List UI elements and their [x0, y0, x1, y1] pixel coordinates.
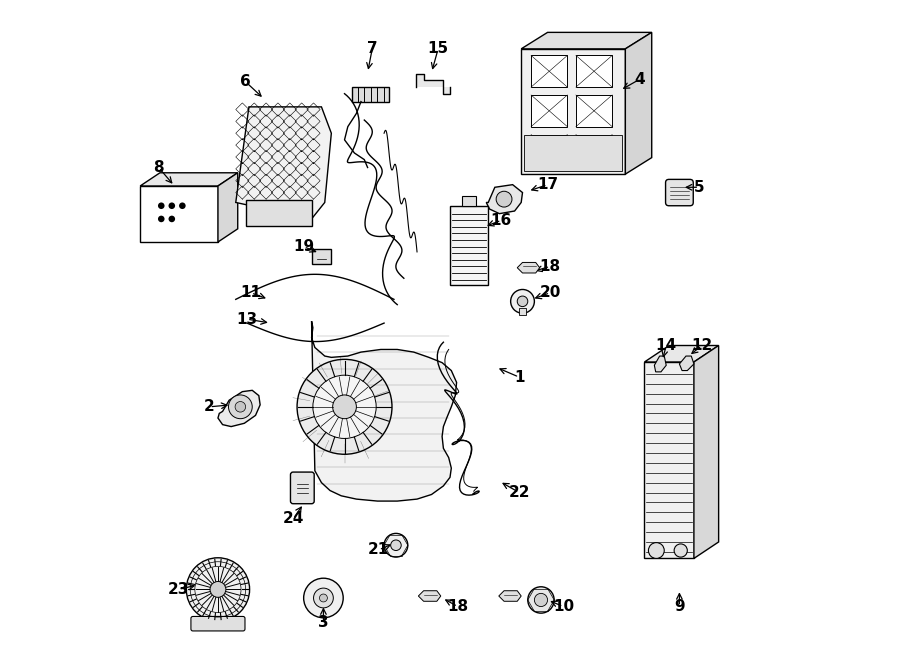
Text: 17: 17 — [537, 177, 558, 192]
Bar — [576, 95, 612, 126]
Circle shape — [168, 216, 176, 222]
Polygon shape — [236, 107, 331, 219]
Text: 6: 6 — [240, 74, 251, 89]
Text: 16: 16 — [491, 213, 512, 228]
Text: 23: 23 — [167, 582, 189, 597]
Bar — [462, 196, 476, 206]
Circle shape — [391, 540, 401, 551]
Bar — [576, 134, 612, 166]
Circle shape — [210, 581, 226, 597]
Circle shape — [313, 588, 333, 608]
Text: 13: 13 — [237, 312, 257, 326]
Text: 12: 12 — [691, 338, 713, 353]
Polygon shape — [140, 173, 238, 186]
Circle shape — [384, 534, 408, 557]
Bar — [644, 362, 694, 559]
Bar — [531, 95, 567, 126]
Circle shape — [179, 203, 185, 209]
Text: 20: 20 — [539, 285, 561, 301]
Polygon shape — [680, 356, 694, 371]
Text: 10: 10 — [553, 599, 574, 614]
Polygon shape — [486, 185, 523, 214]
Circle shape — [320, 594, 328, 602]
Circle shape — [333, 395, 356, 418]
Circle shape — [313, 375, 376, 438]
Text: 9: 9 — [674, 599, 685, 614]
Circle shape — [496, 191, 512, 207]
Text: 22: 22 — [508, 485, 530, 500]
Bar — [450, 206, 488, 285]
Text: 5: 5 — [694, 180, 705, 195]
Text: 1: 1 — [514, 369, 525, 385]
Polygon shape — [521, 32, 652, 49]
Polygon shape — [416, 74, 450, 94]
Text: 18: 18 — [540, 259, 561, 274]
Text: 24: 24 — [283, 511, 304, 526]
Text: 21: 21 — [368, 542, 390, 557]
Text: 7: 7 — [367, 41, 377, 56]
Bar — [518, 308, 526, 314]
Circle shape — [158, 216, 165, 222]
Circle shape — [648, 543, 664, 559]
Polygon shape — [654, 356, 666, 372]
Circle shape — [158, 203, 165, 209]
Bar — [531, 56, 567, 87]
Text: 8: 8 — [153, 160, 164, 175]
Text: 2: 2 — [204, 399, 215, 414]
Circle shape — [297, 359, 392, 454]
Text: 3: 3 — [318, 615, 328, 630]
Circle shape — [186, 558, 249, 621]
Bar — [521, 49, 625, 174]
Circle shape — [303, 578, 343, 618]
Text: 11: 11 — [240, 285, 261, 301]
Text: 15: 15 — [428, 41, 449, 56]
Circle shape — [168, 203, 176, 209]
Polygon shape — [694, 346, 718, 559]
FancyBboxPatch shape — [191, 616, 245, 631]
Polygon shape — [626, 32, 652, 174]
Polygon shape — [218, 391, 260, 426]
FancyBboxPatch shape — [666, 179, 693, 206]
Bar — [525, 134, 622, 171]
Polygon shape — [644, 346, 718, 362]
Circle shape — [229, 395, 252, 418]
FancyBboxPatch shape — [291, 472, 314, 504]
Bar — [246, 201, 311, 226]
Text: 14: 14 — [656, 338, 677, 353]
Bar — [576, 56, 612, 87]
Polygon shape — [499, 591, 521, 601]
Circle shape — [235, 402, 246, 412]
Circle shape — [510, 289, 535, 313]
Text: 18: 18 — [447, 599, 469, 614]
Circle shape — [527, 587, 554, 613]
Circle shape — [674, 544, 688, 557]
Circle shape — [518, 296, 527, 307]
Circle shape — [535, 593, 547, 606]
Text: 19: 19 — [293, 239, 314, 254]
Bar — [353, 87, 389, 101]
Polygon shape — [518, 262, 540, 273]
Bar — [140, 186, 218, 242]
Text: 4: 4 — [634, 71, 645, 87]
Bar — [531, 134, 567, 166]
Bar — [311, 250, 331, 263]
Polygon shape — [418, 591, 441, 601]
Polygon shape — [218, 173, 238, 242]
Polygon shape — [311, 321, 456, 501]
